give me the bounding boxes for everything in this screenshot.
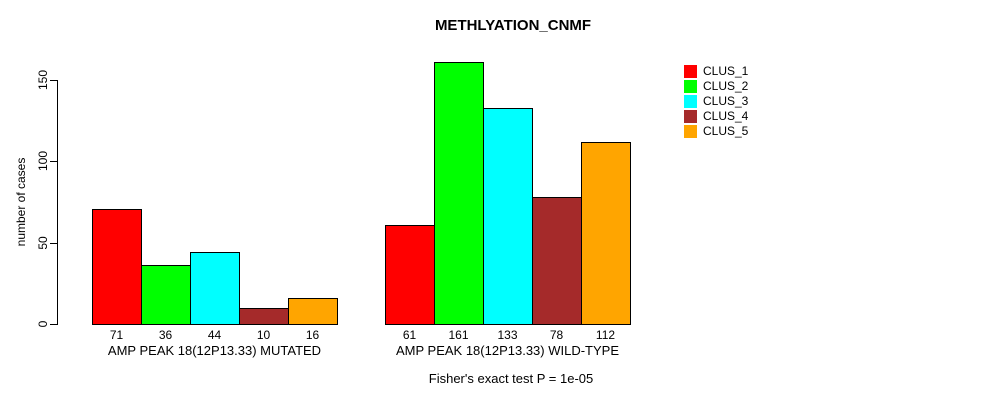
y-axis-tick-label: 150 [36,69,50,91]
legend-entry: CLUS_2 [684,79,748,94]
bar-value-label: 78 [549,328,564,342]
legend: CLUS_1 CLUS_2 CLUS_3 CLUS_4 CLUS_5 [684,64,748,139]
legend-entry: CLUS_4 [684,109,748,124]
y-axis-tick [50,80,57,81]
bar-value-label: 10 [256,328,271,342]
legend-label: CLUS_3 [703,94,749,108]
legend-entry: CLUS_3 [684,94,748,109]
y-axis-tick [50,161,57,163]
y-axis-tick-label: 50 [36,235,50,250]
legend-label: CLUS_2 [703,79,749,93]
legend-label: CLUS_1 [703,64,749,78]
bar [434,62,484,325]
y-axis-line [57,80,58,325]
legend-entry: CLUS_5 [684,124,748,139]
legend-swatch-icon [684,110,697,123]
bar-value-label: 161 [448,328,469,342]
legend-entry: CLUS_1 [684,64,748,79]
bar [190,252,240,325]
bar [92,209,142,325]
legend-swatch-icon [684,65,697,78]
legend-swatch-icon [684,125,697,138]
bar [385,225,435,325]
bar [288,298,338,325]
legend-swatch-icon [684,95,697,108]
y-axis-tick [50,324,57,325]
group-axis-label: AMP PEAK 18(12P13.33) MUTATED [107,343,322,358]
group-axis-label: AMP PEAK 18(12P13.33) WILD-TYPE [395,343,620,358]
bar-value-label: 36 [158,328,173,342]
bar-value-label: 61 [402,328,417,342]
chart-title: METHLYATION_CNMF [434,17,592,34]
bar [532,197,582,325]
legend-label: CLUS_4 [703,109,749,123]
bar [581,142,631,325]
bar [483,108,533,325]
y-axis-tick-label: 100 [36,151,50,172]
bar-value-label: 44 [207,328,222,342]
bar [141,265,191,325]
bar-value-label: 16 [305,328,320,342]
bar [239,308,289,325]
bar-value-label: 112 [595,328,616,342]
bar-value-label: 71 [109,328,124,342]
fisher-test-note: Fisher's exact test P = 1e-05 [428,371,594,386]
legend-swatch-icon [684,80,697,93]
y-axis-tick [50,242,57,244]
bar-value-label: 133 [497,328,518,342]
y-axis-title: number of cases [14,157,28,247]
legend-label: CLUS_5 [703,124,749,138]
y-axis-tick-label: 0 [36,320,50,328]
